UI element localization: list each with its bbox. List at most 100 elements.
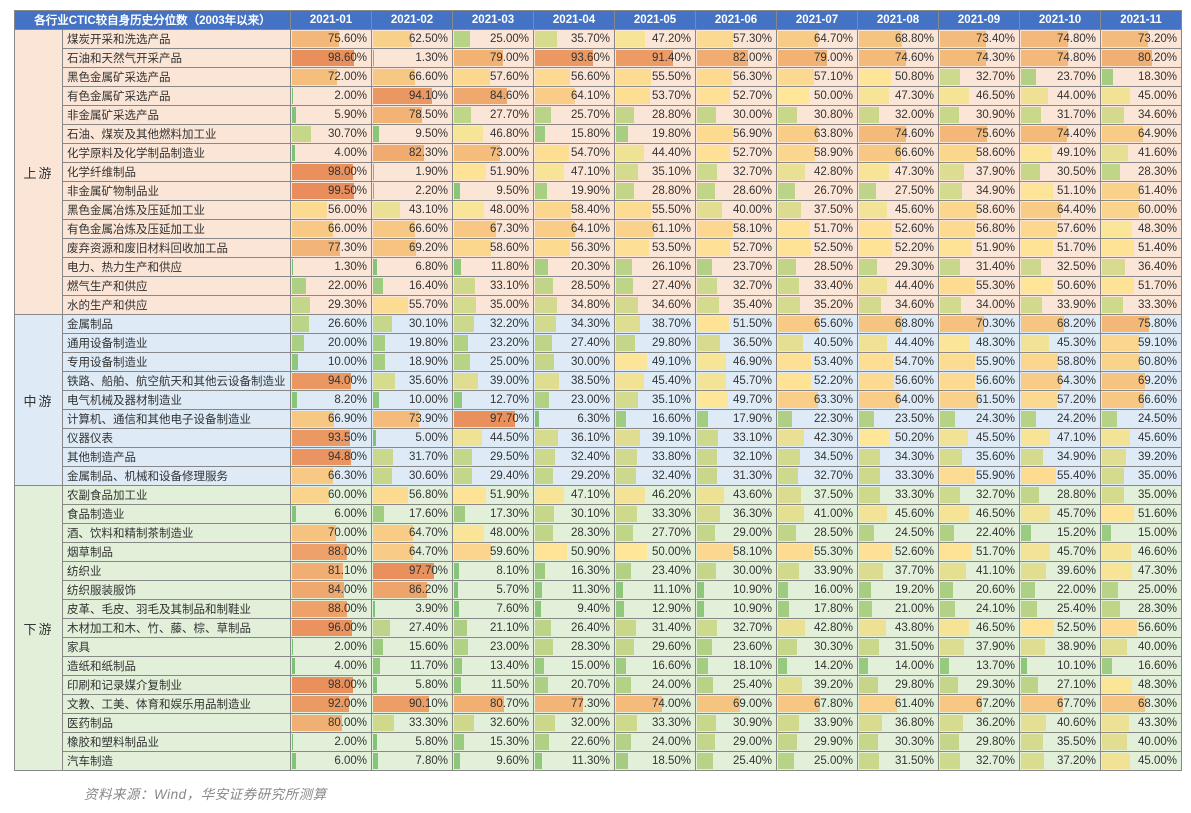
value-bar <box>940 620 969 636</box>
value-text: 36.50% <box>733 337 772 349</box>
value-bar <box>778 639 797 655</box>
value-cell: 25.40% <box>696 752 777 771</box>
value-cell: 60.00% <box>1101 201 1182 220</box>
value-bar <box>454 183 460 199</box>
value-text: 10.00% <box>409 394 448 406</box>
value-cell: 33.30% <box>615 714 696 733</box>
value-text: 50.00% <box>814 90 853 102</box>
value-bar <box>292 335 304 351</box>
row-label: 医药制品 <box>63 714 291 733</box>
value-cell: 77.30% <box>291 239 372 258</box>
value-text: 50.00% <box>652 546 691 558</box>
value-bar <box>697 468 717 484</box>
value-cell: 86.20% <box>372 581 453 600</box>
value-text: 46.80% <box>490 128 529 140</box>
value-bar <box>859 373 894 389</box>
value-text: 64.00% <box>895 394 934 406</box>
value-cell: 66.60% <box>372 68 453 87</box>
value-cell: 29.30% <box>291 296 372 315</box>
value-cell: 53.50% <box>615 239 696 258</box>
value-text: 35.60% <box>976 451 1015 463</box>
value-cell: 32.70% <box>696 619 777 638</box>
value-text: 48.30% <box>1138 679 1177 691</box>
group-label: 中游 <box>15 315 63 486</box>
value-bar <box>778 297 800 313</box>
value-text: 32.70% <box>976 489 1015 501</box>
value-text: 52.70% <box>733 242 772 254</box>
value-text: 25.40% <box>733 755 772 767</box>
value-text: 36.20% <box>976 717 1015 729</box>
value-text: 35.00% <box>1138 489 1177 501</box>
value-text: 37.90% <box>976 641 1015 653</box>
value-cell: 28.50% <box>777 258 858 277</box>
value-cell: 61.10% <box>615 220 696 239</box>
value-cell: 51.90% <box>939 239 1020 258</box>
value-bar <box>535 658 544 674</box>
value-text: 27.70% <box>490 109 529 121</box>
header-month: 2021-04 <box>534 11 615 30</box>
value-text: 66.60% <box>409 71 448 83</box>
value-text: 45.60% <box>895 204 934 216</box>
value-text: 33.10% <box>490 280 529 292</box>
value-text: 16.60% <box>652 660 691 672</box>
value-text: 8.20% <box>334 394 367 406</box>
value-bar <box>535 582 542 598</box>
value-bar <box>1021 107 1041 123</box>
value-cell: 28.80% <box>615 106 696 125</box>
value-bar <box>778 753 794 769</box>
value-cell: 68.20% <box>1020 315 1101 334</box>
value-text: 6.00% <box>334 508 367 520</box>
value-bar <box>940 69 960 85</box>
header-title: 各行业CTIC较自身历史分位数（2003年以来） <box>15 11 291 30</box>
value-cell: 36.40% <box>1101 258 1182 277</box>
value-cell: 16.40% <box>372 277 453 296</box>
value-text: 67.20% <box>976 698 1015 710</box>
table-row: 上游煤炭开采和洗选产品75.60%62.50%25.00%35.70%47.20… <box>15 30 1182 49</box>
value-bar <box>454 506 465 522</box>
value-text: 39.60% <box>1057 565 1096 577</box>
value-cell: 20.60% <box>939 581 1020 600</box>
value-bar <box>859 620 886 636</box>
value-bar <box>535 392 549 408</box>
value-cell: 28.30% <box>1101 600 1182 619</box>
value-cell: 35.00% <box>453 296 534 315</box>
value-bar <box>697 145 730 161</box>
value-text: 29.30% <box>328 299 367 311</box>
value-cell: 45.60% <box>858 505 939 524</box>
value-cell: 33.30% <box>858 486 939 505</box>
value-bar <box>859 506 887 522</box>
value-cell: 46.60% <box>1101 543 1182 562</box>
value-text: 23.60% <box>733 641 772 653</box>
value-bar <box>697 639 712 655</box>
value-text: 35.40% <box>733 299 772 311</box>
value-cell: 41.60% <box>1101 144 1182 163</box>
value-cell: 28.30% <box>534 638 615 657</box>
value-bar <box>292 639 293 655</box>
value-text: 88.00% <box>328 546 367 558</box>
value-bar <box>697 715 716 731</box>
value-text: 10.90% <box>733 603 772 615</box>
value-cell: 35.10% <box>615 163 696 182</box>
value-text: 84.60% <box>490 90 529 102</box>
value-text: 9.50% <box>415 128 448 140</box>
value-text: 46.20% <box>652 489 691 501</box>
value-text: 52.20% <box>895 242 934 254</box>
value-cell: 57.60% <box>453 68 534 87</box>
value-text: 36.30% <box>733 508 772 520</box>
value-text: 68.80% <box>895 318 934 330</box>
value-text: 25.70% <box>571 109 610 121</box>
value-text: 56.60% <box>571 71 610 83</box>
value-cell: 98.60% <box>291 49 372 68</box>
value-cell: 31.70% <box>372 448 453 467</box>
value-cell: 94.10% <box>372 87 453 106</box>
value-bar <box>616 430 640 446</box>
value-text: 60.80% <box>1138 356 1177 368</box>
value-text: 63.30% <box>814 394 853 406</box>
value-cell: 38.50% <box>534 372 615 391</box>
value-text: 30.50% <box>1057 166 1096 178</box>
row-label: 水的生产和供应 <box>63 296 291 315</box>
value-text: 32.70% <box>976 755 1015 767</box>
value-cell: 58.10% <box>696 220 777 239</box>
value-text: 46.50% <box>976 508 1015 520</box>
value-text: 24.20% <box>1057 413 1096 425</box>
